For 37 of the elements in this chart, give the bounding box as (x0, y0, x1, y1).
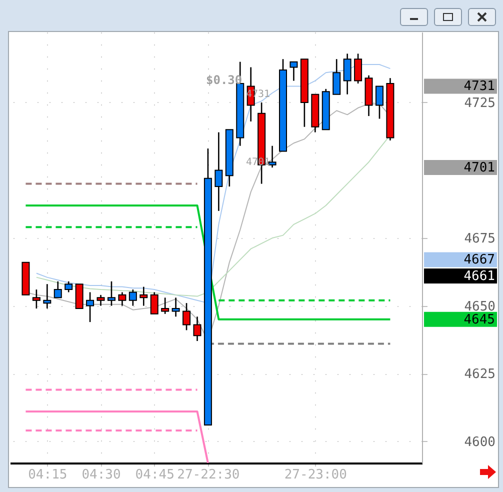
y-tick-label: 4625 (464, 367, 496, 382)
ref-line-label: 4645 (464, 312, 495, 328)
y-tick-label: 4675 (464, 232, 496, 247)
candlestick (107, 280, 116, 306)
x-tick-label: 04:30 (82, 468, 121, 482)
y-tick-label: 4725 (464, 96, 496, 111)
candlestick (193, 316, 202, 342)
candlestick (32, 288, 40, 310)
candlestick (343, 53, 352, 95)
candlestick (96, 294, 105, 306)
x-tick-label: 04:45 (135, 468, 174, 482)
candlestick (64, 280, 73, 293)
ref-line-label: 4701 (464, 160, 495, 176)
candlestick (161, 297, 170, 315)
ref-line-label: 4731 (464, 79, 495, 94)
candlestick (332, 58, 341, 95)
candlestick (118, 292, 126, 306)
candlestick (54, 280, 62, 298)
x-tick-label: 27-23:00 (284, 468, 347, 482)
ref-line-label: 4667 (464, 252, 495, 268)
candlestick (375, 86, 384, 120)
candlestick (182, 302, 191, 331)
ref-line-label: 4661 (464, 268, 495, 284)
candlestick (268, 145, 276, 168)
y-tick-label: 4650 (464, 299, 496, 314)
candlestick (214, 132, 223, 212)
x-tick-label: 04:15 (28, 468, 68, 482)
candlestick (43, 283, 52, 310)
candlestick (86, 292, 94, 323)
x-tick-label: 27-22:30 (177, 468, 240, 482)
y-tick-label: 4600 (464, 434, 496, 450)
candlestick (354, 53, 362, 84)
candlestick (172, 297, 180, 318)
candlestick (150, 292, 158, 315)
candlestick (290, 61, 298, 82)
candlestick (140, 286, 148, 306)
candlestick (128, 288, 137, 306)
